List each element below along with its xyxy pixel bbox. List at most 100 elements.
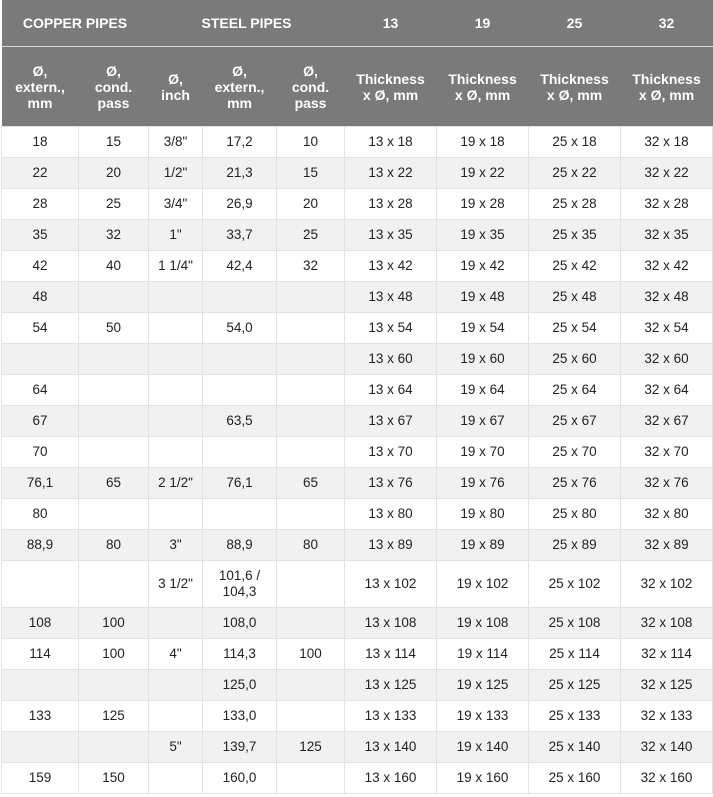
table-cell — [276, 669, 346, 701]
table-cell: 3 1/2" — [148, 560, 204, 608]
table-cell: 13 x 18 — [344, 126, 438, 158]
table-cell: 25 — [77, 188, 150, 220]
table-cell: 13 x 133 — [344, 700, 438, 732]
table-cell: 19 x 102 — [436, 560, 530, 608]
table-row: 80 13 x 80 19 x 80 25 x 80 32 x 80 — [1, 498, 713, 530]
table-cell: 32 — [276, 250, 346, 282]
table-cell: 100 — [77, 638, 150, 670]
table-cell: 25 x 89 — [528, 529, 622, 561]
table-cell: 17,2 — [202, 126, 278, 158]
table-cell: 125 — [77, 700, 150, 732]
table-cell: 159 — [1, 762, 79, 794]
table-cell: 32 x 60 — [620, 343, 713, 375]
column-header: Thickness x Ø, mm — [436, 46, 529, 127]
table-cell: 32 x 140 — [620, 731, 713, 763]
table-cell — [276, 560, 346, 608]
table-cell: 19 x 48 — [436, 281, 530, 313]
table-cell — [148, 436, 204, 468]
table-cell — [77, 343, 150, 375]
table-cell — [148, 405, 204, 437]
table-cell: 114 — [1, 638, 79, 670]
table-cell: 25 x 102 — [528, 560, 622, 608]
table-cell: 19 x 76 — [436, 467, 530, 499]
table-cell: 100 — [276, 638, 346, 670]
table-cell — [77, 498, 150, 530]
table-cell: 25 x 133 — [528, 700, 622, 732]
table-cell: 101,6 / 104,3 — [202, 560, 278, 608]
table-row: 70 13 x 70 19 x 70 25 x 70 32 x 70 — [1, 436, 713, 468]
table-cell — [148, 312, 204, 344]
table-cell: 25 x 67 — [528, 405, 622, 437]
table-cell — [276, 374, 346, 406]
header-size-25: 25 — [528, 0, 621, 47]
table-cell: 35 — [1, 219, 79, 251]
table-cell: 13 x 64 — [344, 374, 438, 406]
table-cell: 13 x 70 — [344, 436, 438, 468]
table-cell — [148, 281, 204, 313]
table-cell: 28 — [1, 188, 79, 220]
table-cell — [1, 343, 79, 375]
table-cell: 19 x 89 — [436, 529, 530, 561]
table-cell: 32 x 108 — [620, 607, 713, 639]
table-cell: 108 — [1, 607, 79, 639]
table-cell — [148, 374, 204, 406]
table-row: 108 100 108,0 13 x 108 19 x 108 25 x 108 32 x … — [1, 607, 713, 639]
table-cell: 19 x 64 — [436, 374, 530, 406]
table-row: 28 25 3/4" 26,9 20 13 x 28 19 x 28 25 x 28 32 x … — [1, 188, 713, 220]
table-cell: 13 x 125 — [344, 669, 438, 701]
table-cell — [1, 669, 79, 701]
table-row: 76,1 65 2 1/2" 76,1 65 13 x 76 19 x 76 25 x 76 3… — [1, 467, 713, 499]
table-cell: 65 — [77, 467, 150, 499]
table-cell: 13 x 140 — [344, 731, 438, 763]
table-cell — [276, 343, 346, 375]
column-header: Ø, cond. pass — [78, 46, 149, 127]
table-row: 5" 139,7 125 13 x 140 19 x 140 25 x 140 32 x 1… — [1, 731, 713, 763]
table-cell: 25 x 48 — [528, 281, 622, 313]
table-cell: 15 — [77, 126, 150, 158]
table-cell: 160,0 — [202, 762, 278, 794]
table-cell: 13 x 102 — [344, 560, 438, 608]
table-cell: 3/4" — [148, 188, 204, 220]
table-cell — [276, 436, 346, 468]
table-cell — [148, 498, 204, 530]
table-cell — [148, 700, 204, 732]
table-body: 18 15 3/8" 17,2 10 13 x 18 19 x 18 25 x 18 32 x … — [1, 126, 713, 794]
table-cell: 32 — [77, 219, 150, 251]
table-cell: 19 x 160 — [436, 762, 530, 794]
table-cell — [77, 281, 150, 313]
table-cell — [148, 669, 204, 701]
table-cell: 19 x 80 — [436, 498, 530, 530]
table-cell: 19 x 67 — [436, 405, 530, 437]
table-cell — [77, 405, 150, 437]
table-cell: 32 x 48 — [620, 281, 713, 313]
table-cell: 32 x 114 — [620, 638, 713, 670]
table-cell: 19 x 60 — [436, 343, 530, 375]
table-cell: 19 x 22 — [436, 157, 530, 189]
table-cell: 13 x 35 — [344, 219, 438, 251]
table-cell: 13 x 48 — [344, 281, 438, 313]
table-cell: 125 — [276, 731, 346, 763]
table-cell — [1, 731, 79, 763]
header-size-19: 19 — [436, 0, 529, 47]
table-row: 48 13 x 48 19 x 48 25 x 48 32 x 48 — [1, 281, 713, 313]
table-cell: 32 x 70 — [620, 436, 713, 468]
table-cell: 1" — [148, 219, 204, 251]
table-cell: 10 — [276, 126, 346, 158]
table-cell: 125,0 — [202, 669, 278, 701]
table-cell: 42,4 — [202, 250, 278, 282]
column-header: Thickness x Ø, mm — [620, 46, 713, 127]
table-cell: 25 x 54 — [528, 312, 622, 344]
column-header: Ø, inch — [148, 46, 203, 127]
table-cell: 19 x 28 — [436, 188, 530, 220]
table-cell: 32 x 35 — [620, 219, 713, 251]
table-cell: 20 — [276, 188, 346, 220]
table-cell: 13 x 67 — [344, 405, 438, 437]
table-cell: 13 x 22 — [344, 157, 438, 189]
header-row-groups: COPPER PIPES STEEL PIPES 13 19 25 32 — [1, 0, 713, 47]
table-cell: 32 x 42 — [620, 250, 713, 282]
table-cell: 114,3 — [202, 638, 278, 670]
table-cell: 13 x 80 — [344, 498, 438, 530]
table-cell: 88,9 — [1, 529, 79, 561]
table-cell — [276, 498, 346, 530]
